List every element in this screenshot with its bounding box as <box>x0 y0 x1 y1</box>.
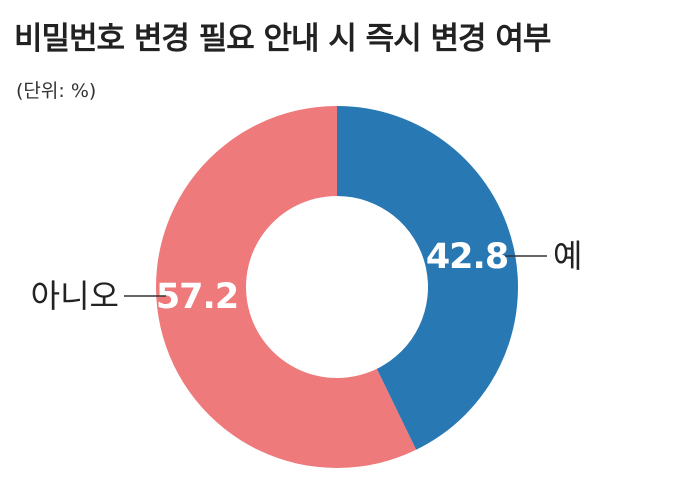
slice-label-1: 아니오 <box>31 277 119 315</box>
slices-layer <box>156 106 518 468</box>
slice-0 <box>337 106 518 450</box>
unit-label: (단위: %) <box>16 80 97 102</box>
slice-value-1: 57.2 <box>156 277 238 317</box>
slice-label-0: 예 <box>553 237 582 275</box>
slice-1 <box>156 106 417 468</box>
labels-layer: 42.8 예 57.2 아니오 <box>31 237 583 317</box>
slice-value-0: 42.8 <box>426 237 508 277</box>
chart-title: 비밀번호 변경 필요 안내 시 즉시 변경 여부 <box>14 21 551 57</box>
